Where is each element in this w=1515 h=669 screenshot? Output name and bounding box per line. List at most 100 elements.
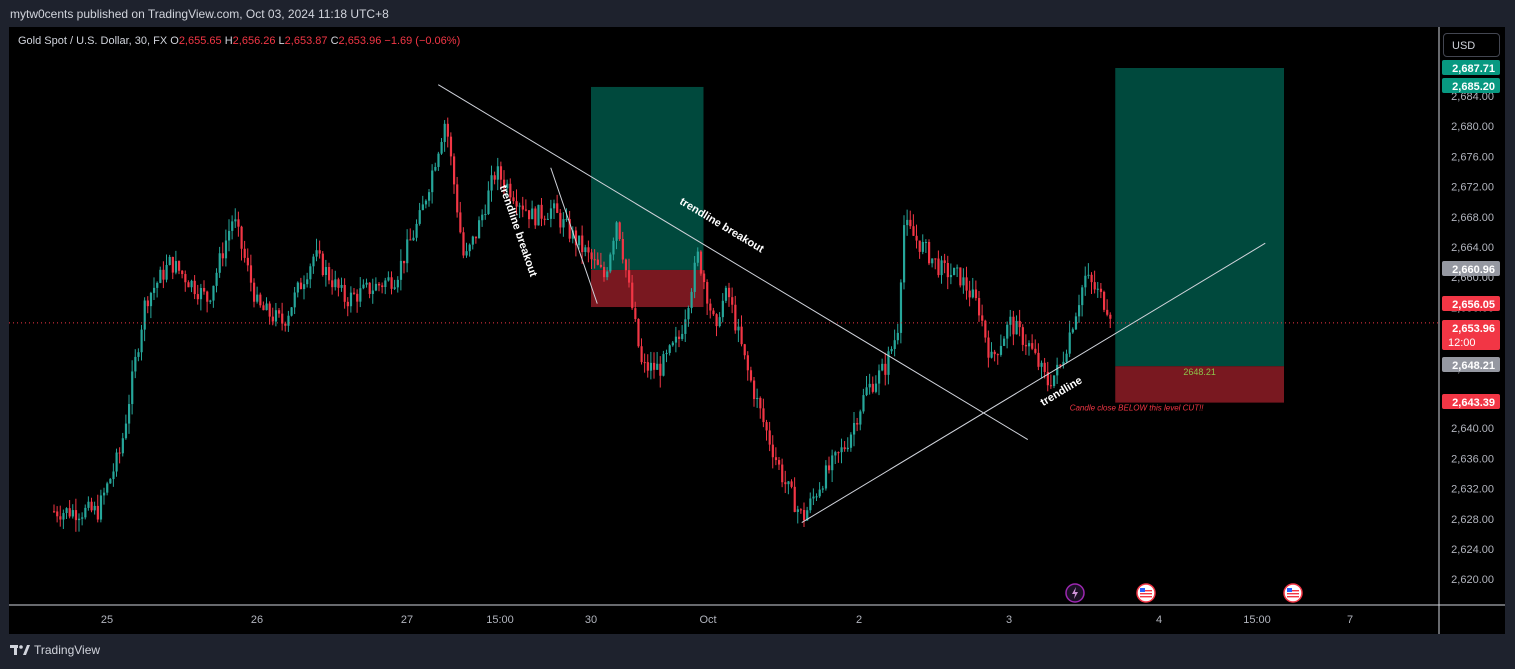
candle-body [137, 352, 140, 357]
price-badge-label: 2,687.71 [1452, 63, 1495, 75]
candle-body [243, 248, 246, 258]
candle-body [87, 501, 90, 508]
candle-body [603, 266, 606, 278]
candle-body [778, 460, 781, 465]
candle-body [946, 263, 949, 278]
candle-body [765, 422, 768, 431]
candle-body [874, 383, 878, 392]
chart-panel[interactable]: 2648.21 Candle close BELOW this level CUT… [9, 27, 1505, 634]
candle-body [462, 232, 465, 256]
candle-body [565, 219, 568, 221]
candle-body [784, 482, 787, 485]
candle-body [884, 363, 887, 375]
price-badge-label: 2,685.20 [1452, 81, 1495, 93]
candle-body [718, 317, 721, 327]
candle-body [937, 258, 940, 276]
candle-body [915, 235, 918, 241]
candle-body [949, 274, 953, 278]
candle-body [1084, 275, 1087, 288]
candle-body [712, 310, 715, 315]
target-zone [1115, 68, 1284, 367]
stop-note: Candle close BELOW this level CUT!! [1070, 404, 1205, 413]
candle-body [156, 282, 159, 288]
price-badge-label: 2,660.96 [1452, 264, 1495, 276]
candle-body [1059, 364, 1062, 366]
candle-body [728, 287, 731, 298]
flag-stripe [1287, 596, 1299, 598]
candle-body [831, 455, 834, 471]
candle-body [459, 212, 462, 233]
candle-body [299, 282, 303, 290]
candle-body [506, 183, 509, 189]
candle-body [762, 408, 765, 423]
candle-body [862, 395, 865, 412]
candle-body [781, 464, 784, 483]
candle-body [887, 351, 890, 375]
candle-body [284, 323, 287, 326]
candle-body [121, 438, 124, 454]
candle-body [840, 447, 843, 453]
price-tick-label: 2,620.00 [1451, 574, 1494, 586]
candle-body [878, 370, 881, 384]
entry-price-label: 2648.21 [1183, 367, 1216, 377]
price-chart[interactable]: 2648.21 Candle close BELOW this level CUT… [9, 27, 1505, 634]
candle-body [549, 208, 553, 219]
candle-body [749, 370, 753, 381]
candle-body [521, 205, 524, 210]
candle-body [734, 304, 737, 331]
candle-body [265, 303, 268, 311]
candle-body [684, 319, 687, 334]
candle-body [234, 219, 237, 222]
candle-body [1053, 375, 1056, 387]
candle-body [624, 259, 628, 271]
candle-body [665, 352, 668, 355]
candle-body [953, 267, 956, 275]
price-badge [1442, 394, 1500, 409]
candle-body [493, 175, 496, 180]
candle-body [1081, 287, 1084, 306]
candle-body [165, 265, 168, 280]
candle-body [637, 318, 640, 347]
candle-body [1009, 316, 1012, 325]
candle-body [199, 287, 203, 300]
candle-body [534, 208, 537, 226]
candle-body [293, 292, 296, 308]
candle-body [518, 205, 521, 207]
candle-body [131, 371, 134, 405]
candle-body [737, 326, 740, 331]
candle-body [537, 204, 540, 226]
candle-body [743, 344, 746, 356]
candle-body [153, 287, 156, 293]
candle-body [1065, 353, 1068, 362]
candle-body [968, 290, 971, 298]
candle-body [281, 313, 284, 324]
price-tick-label: 2,664.00 [1451, 242, 1494, 254]
candle-body [318, 250, 321, 254]
high-label: H [224, 35, 233, 47]
candle-body [159, 269, 162, 283]
candle-body [540, 204, 543, 219]
candle-body [509, 183, 512, 198]
candle-body [818, 489, 821, 497]
symbol-title[interactable]: Gold Spot / U.S. Dollar, 30, FX [18, 35, 168, 47]
candle-body [715, 314, 718, 327]
candle-body [246, 257, 249, 266]
price-tick-label: 2,628.00 [1451, 514, 1494, 526]
candle-body [328, 267, 331, 281]
candle-body [543, 218, 546, 220]
candle-body [812, 496, 815, 499]
candle-body [171, 256, 174, 273]
candle-body [146, 300, 149, 307]
candle-body [571, 230, 574, 239]
candle-body [134, 356, 137, 372]
candle-body [381, 285, 384, 288]
candle-body [71, 510, 74, 517]
candle-body [206, 291, 209, 302]
time-tick-label: 4 [1156, 614, 1162, 626]
candle-body [512, 197, 515, 202]
candle-body [465, 251, 468, 256]
candle-body [231, 221, 234, 231]
candle-body [349, 292, 353, 307]
currency-button[interactable]: USD [1443, 33, 1500, 57]
price-badge [1442, 357, 1500, 372]
